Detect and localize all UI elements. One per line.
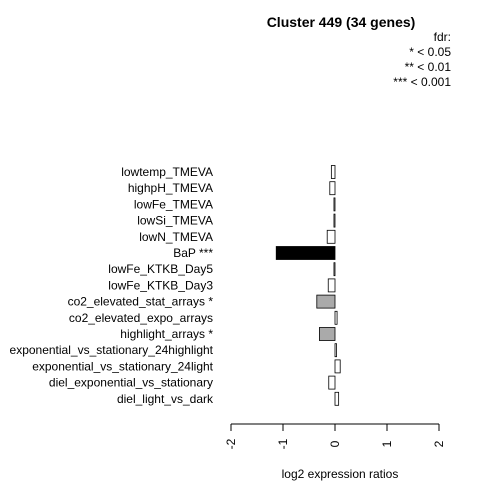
category-label-5: lowN_TMEVA: [139, 230, 213, 244]
bar-15: [334, 391, 340, 406]
x-axis-title: log2 expression ratios: [282, 467, 399, 481]
bar-1: [330, 165, 336, 179]
bar-12: [334, 343, 337, 358]
bar-6: [275, 246, 336, 260]
category-label-8: lowFe_KTKB_Day3: [108, 278, 213, 292]
bar-7: [333, 262, 336, 277]
legend-entry-1: * < 0.05: [409, 45, 451, 59]
category-label-2: highpH_TMEVA: [128, 181, 213, 195]
bar-2: [329, 181, 336, 196]
legend-entry-3: *** < 0.001: [393, 75, 451, 89]
category-label-7: lowFe_KTKB_Day5: [108, 262, 213, 276]
chart-title: Cluster 449 (34 genes): [267, 14, 416, 30]
category-label-11: highlight_arrays *: [120, 327, 213, 341]
legend-title: fdr:: [434, 30, 451, 44]
x-tick-label-5: 2: [432, 440, 446, 447]
x-tick-label-1: -2: [224, 438, 238, 449]
x-tick-label-3: 0: [328, 440, 342, 447]
bars-group: [275, 165, 341, 406]
category-label-12: exponential_vs_stationary_24highlight: [10, 343, 214, 357]
x-tick-label-4: 1: [380, 440, 394, 447]
category-label-6: BaP ***: [173, 246, 213, 260]
bar-14: [328, 375, 336, 390]
category-label-9: co2_elevated_stat_arrays *: [68, 295, 214, 309]
bar-8: [327, 278, 336, 293]
bar-10: [334, 310, 338, 325]
category-label-10: co2_elevated_expo_arrays: [69, 311, 213, 325]
category-labels: lowtemp_TMEVA highpH_TMEVA lowFe_TMEVA lowS…: [10, 165, 214, 406]
bar-5: [326, 229, 336, 244]
x-axis: -2 -1 0 1 2: [224, 423, 446, 449]
x-tick-label-2: -1: [276, 438, 290, 449]
bar-9: [316, 294, 336, 309]
category-label-13: exponential_vs_stationary_24light: [32, 359, 213, 373]
category-label-4: lowSi_TMEVA: [137, 214, 213, 228]
category-label-15: diel_light_vs_dark: [117, 392, 214, 406]
category-label-14: diel_exponential_vs_stationary: [49, 376, 213, 390]
bar-11: [318, 327, 336, 341]
category-label-1: lowtemp_TMEVA: [121, 165, 213, 179]
bar-3: [333, 197, 336, 212]
legend-entry-2: ** < 0.01: [405, 60, 452, 74]
category-label-3: lowFe_TMEVA: [134, 197, 213, 211]
bar-4: [333, 213, 336, 228]
bar-13: [334, 359, 341, 374]
